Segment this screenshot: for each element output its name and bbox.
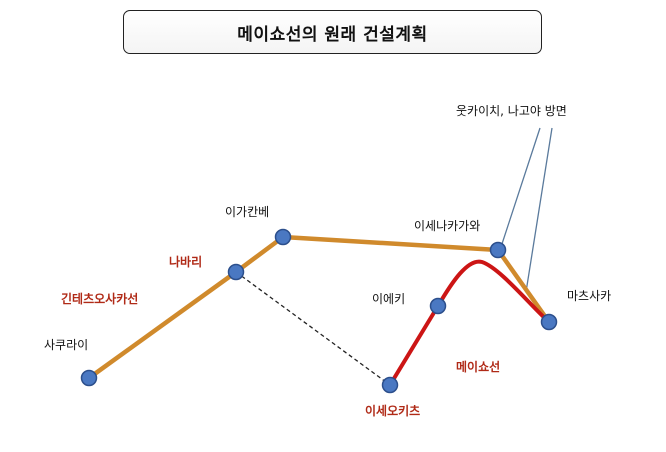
diagram-title: 메이쇼선의 원래 건설계획	[237, 24, 428, 45]
label-igakanbe: 이가칸베	[225, 205, 269, 219]
planned-dashed-line	[235, 271, 391, 386]
title-box: 메이쇼선의 원래 건설계획	[123, 10, 542, 54]
label-sakurai: 사쿠라이	[44, 338, 88, 352]
station-igakanbe	[274, 228, 292, 246]
station-sakurai	[80, 369, 98, 387]
label-ieki: 이에키	[372, 292, 405, 306]
station-nabari	[227, 263, 245, 281]
label-matsusaka: 마츠사카	[567, 289, 611, 303]
station-ise-okitsu	[381, 376, 399, 394]
station-ieki	[429, 297, 447, 315]
pointer-line-b	[525, 127, 553, 293]
label-nabari: 나바리	[169, 254, 202, 269]
station-ise-nakagawa	[489, 241, 507, 259]
label-kintetsu-osaka-line: 긴테츠오사카선	[61, 291, 138, 306]
label-ise-nakagawa: 이세나카가와	[414, 219, 480, 233]
kintetsu-osaka-line	[86, 234, 552, 381]
meisho-line	[388, 259, 551, 387]
label-ise-okitsu: 이세오키츠	[365, 403, 420, 418]
label-utsukaichi-nagoya: 웃카이치, 나고야 방면	[456, 104, 567, 118]
station-matsusaka	[540, 313, 558, 331]
pointer-line-a	[499, 127, 541, 251]
label-meisho-line: 메이쇼선	[456, 359, 500, 374]
